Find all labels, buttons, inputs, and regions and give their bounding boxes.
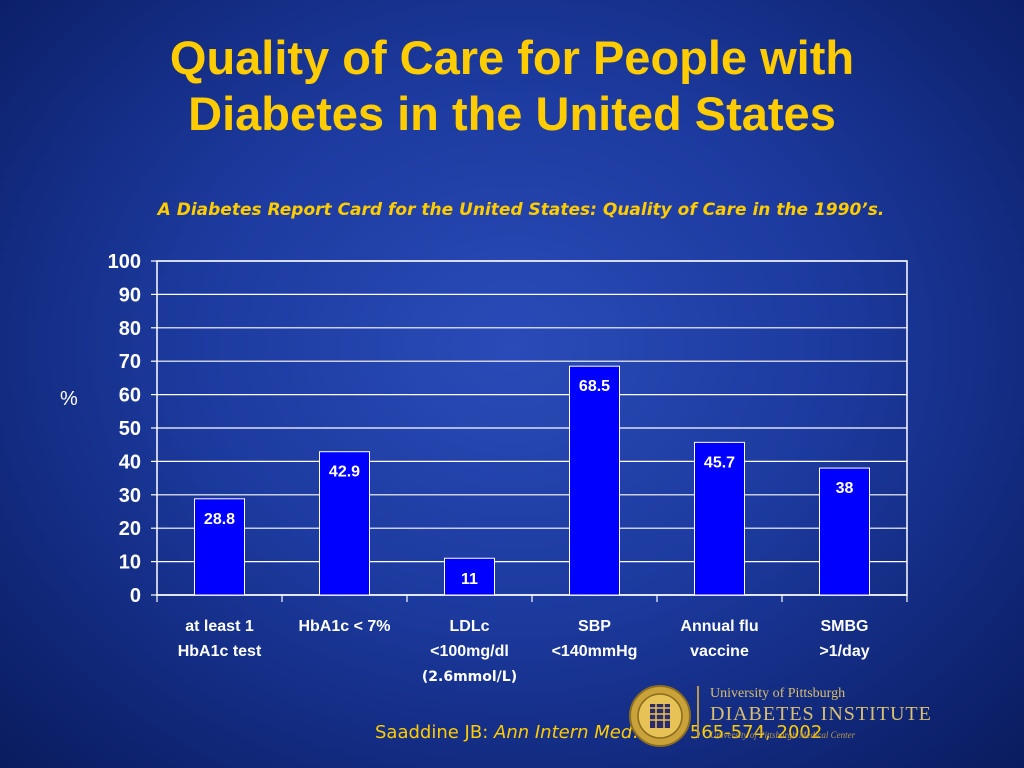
- y-tick-label: 0: [130, 585, 141, 607]
- y-tick-label: 50: [119, 418, 141, 440]
- y-tick-label: 100: [108, 251, 141, 273]
- y-tick-label: 20: [119, 518, 141, 540]
- y-tick-label: 10: [119, 552, 141, 574]
- y-tick-label: 60: [119, 385, 141, 407]
- data-label: 45.7: [704, 454, 735, 471]
- x-category-label: <100mg/dl: [430, 643, 509, 660]
- x-category-label: <140mmHg: [552, 643, 638, 660]
- data-label: 38: [836, 480, 854, 497]
- data-label: 68.5: [579, 378, 610, 395]
- bar: [319, 451, 370, 596]
- x-category-label: vaccine: [690, 643, 749, 660]
- data-label: 11: [461, 571, 478, 588]
- logo-tagline: University of Pittsburgh Medical Center: [710, 730, 856, 740]
- title-line-2: Diabetes in the United States: [188, 87, 836, 140]
- y-tick-label: 40: [119, 451, 141, 473]
- bar-chart: 0 10 20 30 40 50 60 70 80 90 100 28.8 at least 1 HbA1…: [108, 251, 870, 685]
- x-category-label: (2.6mmol/L): [422, 669, 517, 685]
- bar: [819, 467, 870, 596]
- y-axis-label: %: [60, 388, 78, 410]
- chart-subtitle: A Diabetes Report Card for the United St…: [157, 200, 885, 220]
- citation-author: Saaddine JB:: [375, 722, 494, 743]
- x-category-label: >1/day: [819, 643, 869, 660]
- data-label: 28.8: [204, 511, 235, 528]
- x-category-label: SMBG: [821, 618, 869, 635]
- bar: [569, 365, 620, 596]
- x-category-label: HbA1c test: [178, 643, 262, 660]
- title-line-1: Quality of Care for People with: [169, 31, 855, 84]
- y-tick-label: 80: [119, 318, 141, 340]
- x-category-label: LDLc: [450, 618, 490, 635]
- x-category-label: SBP: [578, 618, 611, 635]
- y-tick-label: 30: [119, 485, 141, 507]
- bar: [444, 557, 495, 596]
- data-label: 42.9: [329, 464, 360, 481]
- bar: [194, 498, 245, 596]
- logo-university-name: University of Pittsburgh: [710, 686, 846, 701]
- x-category-label: at least 1: [185, 618, 254, 635]
- bar: [694, 441, 745, 596]
- citation-journal: Ann Intern Med: [494, 722, 633, 743]
- university-seal-icon: [629, 685, 691, 747]
- slide-title: Quality of Care for People with Diabetes…: [0, 30, 1024, 142]
- y-tick-label: 70: [119, 351, 141, 373]
- logo-divider: [697, 686, 699, 738]
- x-category-label: HbA1c < 7%: [298, 618, 390, 635]
- x-category-label: Annual flu: [680, 618, 758, 635]
- logo-institute-name: DIABETES INSTITUTE: [710, 703, 932, 725]
- y-tick-label: 90: [119, 284, 141, 306]
